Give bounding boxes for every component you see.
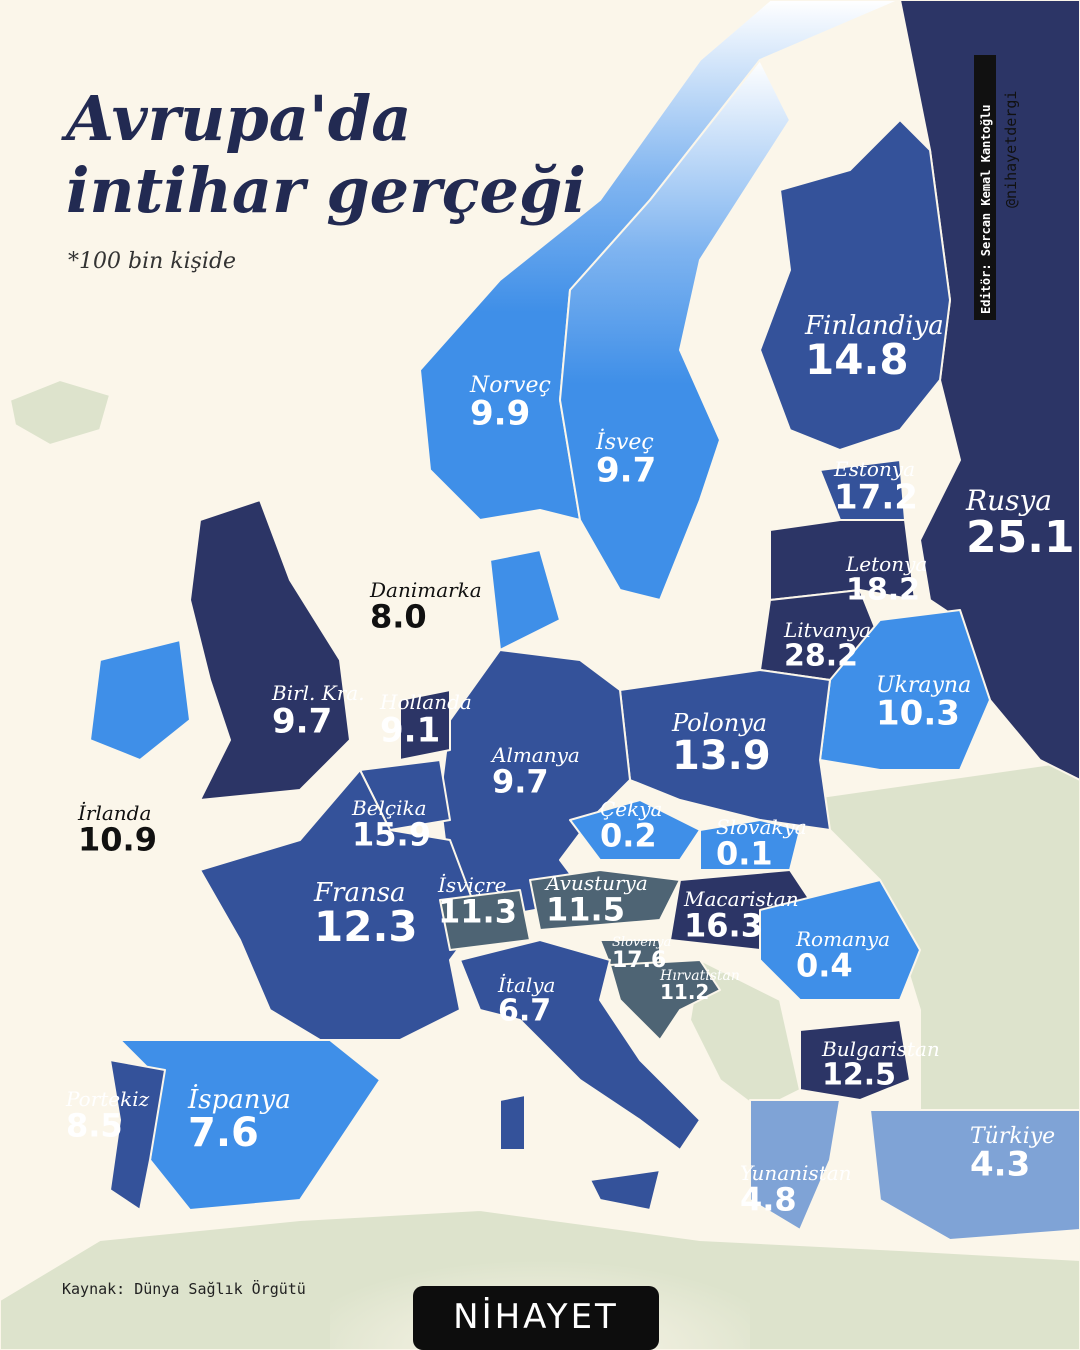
- country-name: Avusturya: [544, 871, 648, 895]
- source: Kaynak: Dünya Sağlık Örgütü: [62, 1279, 306, 1298]
- country-value: 8.0: [370, 597, 427, 635]
- country-value: 4.8: [740, 1180, 797, 1218]
- country-name: Danimarka: [369, 578, 482, 602]
- country-name: Almanya: [490, 743, 580, 767]
- credits: Editör: Sercan Kemal Kantoğlu @nihayetde…: [974, 55, 1020, 320]
- country-name: Estonya: [833, 457, 915, 481]
- country-name: Hollanda: [379, 690, 472, 714]
- country-name: Slovakya: [716, 815, 807, 839]
- country-value: 25.1: [966, 512, 1075, 563]
- country-name: Ukrayna: [876, 673, 971, 698]
- country-name: Finlandiya: [804, 311, 944, 341]
- country-name: Türkiye: [970, 1124, 1055, 1149]
- country-name: İrlanda: [77, 801, 151, 825]
- handle: @nihayetdergi: [1002, 91, 1020, 208]
- country-value: 0.2: [600, 816, 657, 854]
- country-value: 9.7: [272, 701, 332, 741]
- country-name: Romanya: [795, 927, 890, 951]
- country-name: Slovenya: [612, 935, 671, 950]
- brand: NİHAYET: [453, 1297, 619, 1337]
- country-value: 4.3: [970, 1144, 1030, 1184]
- country-name: Litvanya: [783, 618, 871, 642]
- country-value: 9.7: [492, 762, 549, 800]
- country-value: 11.5: [546, 890, 625, 928]
- country-value: 11.3: [438, 892, 517, 930]
- country-value: 0.1: [716, 834, 773, 872]
- country-labels: Norveç9.9İsveç9.7Finlandiya14.8Estonya17…: [65, 311, 1075, 1218]
- country-value: 18.2: [846, 573, 920, 608]
- title-line: intihar gerçeği: [66, 154, 586, 227]
- country-value: 6.7: [498, 994, 551, 1029]
- country-value: 11.2: [660, 980, 709, 1004]
- country-value: 15.9: [352, 815, 431, 853]
- country-value: 10.9: [78, 820, 157, 858]
- country-value: 13.9: [672, 733, 771, 779]
- country-value: 16.3: [684, 906, 763, 944]
- country-value: 10.3: [876, 693, 960, 733]
- country-value: 0.4: [796, 946, 853, 984]
- editor-bg: [974, 55, 996, 320]
- country-name: İspanya: [187, 1084, 291, 1115]
- country-name: Belçika: [351, 796, 427, 820]
- country-value: 14.8: [805, 335, 909, 384]
- editor: Editör: Sercan Kemal Kantoğlu: [979, 104, 993, 314]
- country-name: Rusya: [965, 484, 1052, 517]
- country-value: 28.2: [784, 639, 858, 674]
- country-value: 12.5: [822, 1058, 896, 1093]
- country-name: Polonya: [671, 709, 767, 737]
- country-name: Çekya: [600, 797, 662, 821]
- country-name: Birl. Kra.: [271, 681, 365, 705]
- country-value: 9.9: [470, 393, 530, 433]
- country-value: 7.6: [188, 1110, 259, 1156]
- country-name: Fransa: [313, 878, 406, 908]
- country-name: Yunanistan: [740, 1161, 852, 1185]
- country-name: Macaristan: [683, 887, 799, 911]
- title-line: Avrupa'da: [61, 82, 411, 155]
- country-name: İsviçre: [437, 873, 506, 897]
- country-value: 9.7: [596, 450, 656, 490]
- subtitle: *100 bin kişide: [68, 249, 236, 274]
- country-value: 9.1: [380, 710, 440, 750]
- country-name: Bulgaristan: [821, 1037, 940, 1061]
- country-value: 8.5: [66, 1106, 123, 1144]
- country-value: 12.3: [314, 902, 418, 951]
- country-name: İsveç: [595, 428, 654, 455]
- country-value: 17.2: [834, 477, 918, 517]
- country-name: Portekiz: [65, 1087, 150, 1111]
- country-name: Norveç: [469, 373, 551, 398]
- country-value: 17.6: [612, 948, 666, 973]
- brand-bg: [413, 1286, 659, 1350]
- country-name: İtalya: [497, 973, 555, 997]
- country-name: Hırvatistan: [659, 968, 740, 984]
- country-name: Letonya: [845, 552, 927, 576]
